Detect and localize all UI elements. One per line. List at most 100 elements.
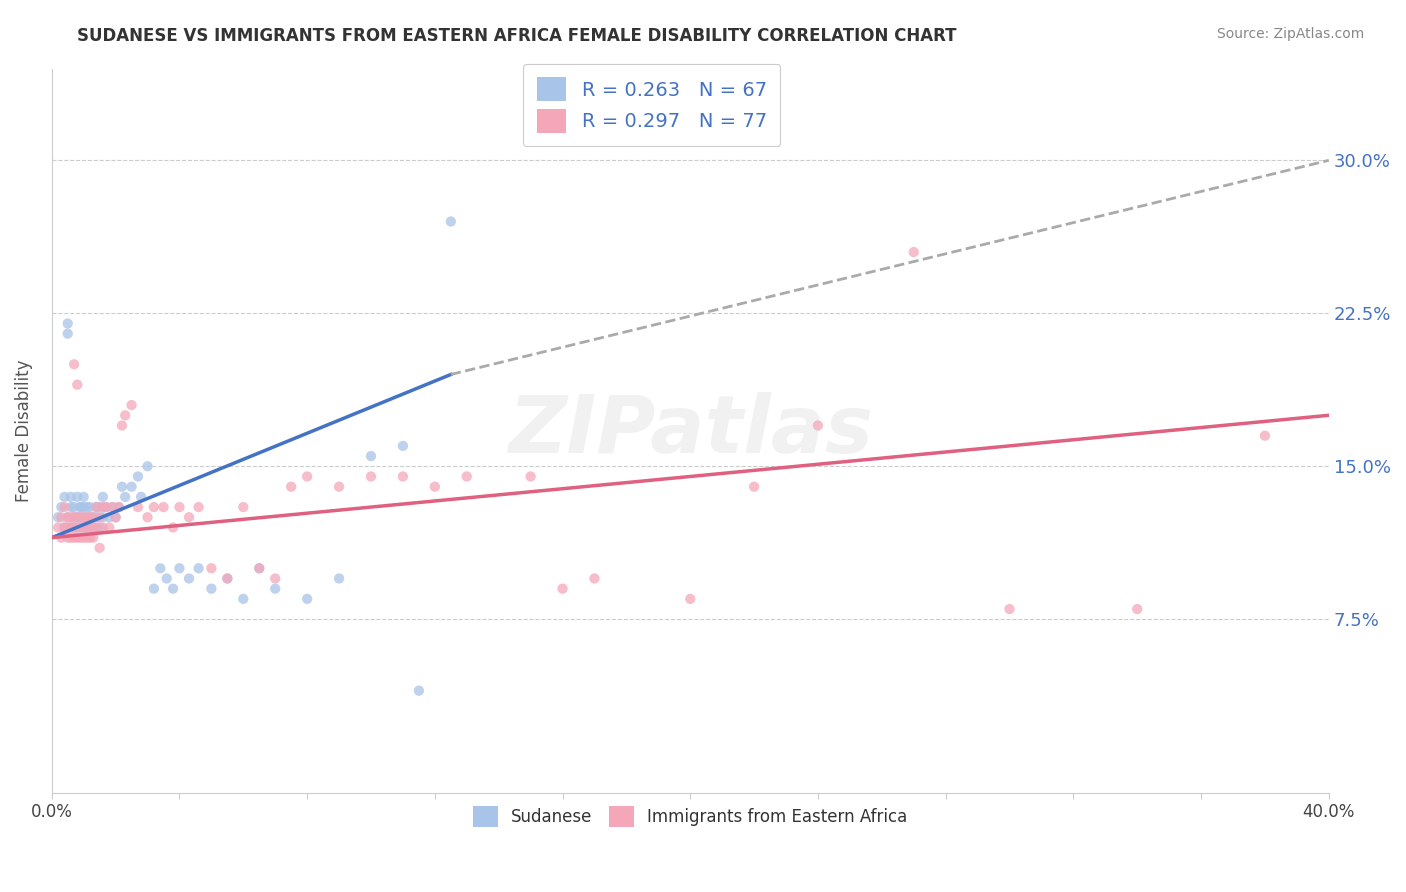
Point — [156, 572, 179, 586]
Point — [66, 520, 89, 534]
Text: SUDANESE VS IMMIGRANTS FROM EASTERN AFRICA FEMALE DISABILITY CORRELATION CHART: SUDANESE VS IMMIGRANTS FROM EASTERN AFRI… — [77, 27, 957, 45]
Point — [98, 520, 121, 534]
Point — [89, 510, 111, 524]
Text: ZIPatlas: ZIPatlas — [508, 392, 873, 469]
Point — [169, 500, 191, 514]
Point — [73, 531, 96, 545]
Point — [59, 520, 82, 534]
Point — [200, 561, 222, 575]
Point — [583, 572, 606, 586]
Point — [69, 520, 91, 534]
Point — [59, 510, 82, 524]
Point — [392, 439, 415, 453]
Point — [217, 572, 239, 586]
Point — [73, 520, 96, 534]
Point — [86, 500, 108, 514]
Point — [69, 500, 91, 514]
Point — [66, 490, 89, 504]
Point — [69, 500, 91, 514]
Point — [280, 480, 302, 494]
Point — [142, 500, 165, 514]
Point — [56, 510, 79, 524]
Point — [82, 520, 104, 534]
Point — [53, 490, 76, 504]
Point — [79, 531, 101, 545]
Point — [56, 510, 79, 524]
Point — [114, 409, 136, 423]
Point — [86, 520, 108, 534]
Point — [121, 480, 143, 494]
Point — [53, 520, 76, 534]
Point — [149, 561, 172, 575]
Point — [82, 520, 104, 534]
Point — [1126, 602, 1149, 616]
Point — [76, 500, 98, 514]
Point — [91, 490, 114, 504]
Point — [111, 480, 134, 494]
Point — [129, 490, 152, 504]
Point — [51, 510, 73, 524]
Point — [111, 418, 134, 433]
Point — [177, 510, 200, 524]
Point — [392, 469, 415, 483]
Point — [76, 531, 98, 545]
Point — [328, 572, 350, 586]
Point — [89, 500, 111, 514]
Point — [217, 572, 239, 586]
Point — [56, 520, 79, 534]
Point — [295, 469, 318, 483]
Point — [73, 520, 96, 534]
Point — [59, 531, 82, 545]
Point — [295, 591, 318, 606]
Point — [76, 520, 98, 534]
Point — [73, 510, 96, 524]
Point — [69, 531, 91, 545]
Point — [1254, 428, 1277, 442]
Point — [56, 317, 79, 331]
Text: Source: ZipAtlas.com: Source: ZipAtlas.com — [1216, 27, 1364, 41]
Point — [127, 469, 149, 483]
Point — [127, 500, 149, 514]
Point — [519, 469, 541, 483]
Point — [162, 582, 184, 596]
Point — [63, 510, 86, 524]
Point — [162, 520, 184, 534]
Point — [136, 510, 159, 524]
Point — [94, 500, 117, 514]
Point — [247, 561, 270, 575]
Point — [73, 500, 96, 514]
Point — [89, 520, 111, 534]
Point — [53, 500, 76, 514]
Point — [408, 683, 430, 698]
Point — [177, 572, 200, 586]
Point — [104, 510, 127, 524]
Point — [59, 500, 82, 514]
Point — [89, 541, 111, 555]
Point — [456, 469, 478, 483]
Point — [59, 490, 82, 504]
Point — [69, 520, 91, 534]
Point — [136, 459, 159, 474]
Point — [63, 520, 86, 534]
Point — [104, 510, 127, 524]
Point — [423, 480, 446, 494]
Point — [82, 531, 104, 545]
Point — [107, 500, 129, 514]
Point — [264, 572, 287, 586]
Point — [94, 500, 117, 514]
Point — [82, 510, 104, 524]
Point — [79, 510, 101, 524]
Point — [51, 500, 73, 514]
Point — [114, 490, 136, 504]
Point — [63, 357, 86, 371]
Point — [440, 214, 463, 228]
Point — [63, 520, 86, 534]
Point — [169, 561, 191, 575]
Point — [998, 602, 1021, 616]
Point — [56, 531, 79, 545]
Point — [107, 500, 129, 514]
Point — [187, 561, 209, 575]
Point — [152, 500, 174, 514]
Point — [86, 500, 108, 514]
Point — [66, 510, 89, 524]
